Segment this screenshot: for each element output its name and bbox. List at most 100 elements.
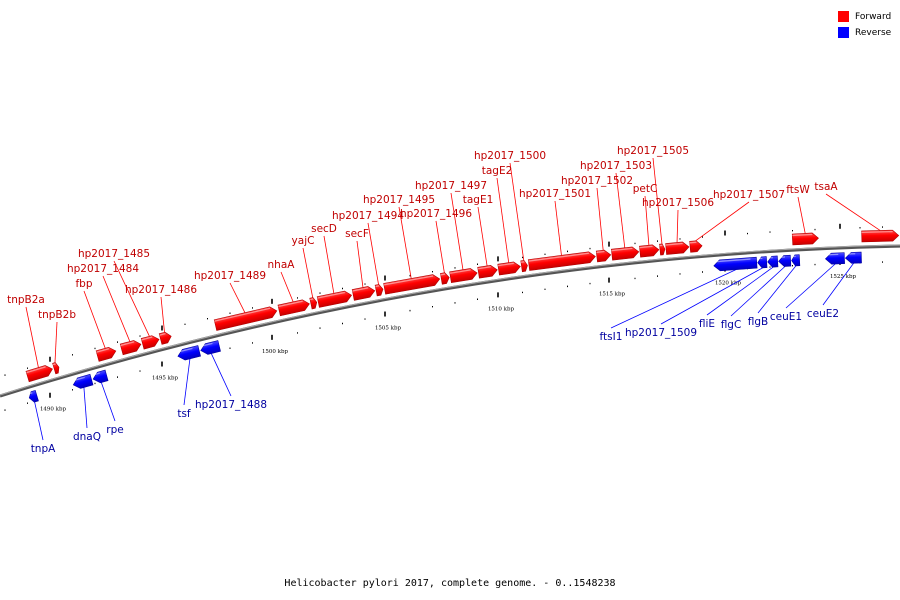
gene-label-hp2017-1502: hp2017_1502 <box>561 175 633 187</box>
gene-ceue1[interactable] <box>824 252 845 265</box>
gene-label-hp2017-1506: hp2017_1506 <box>642 197 714 209</box>
leader-hp2017-1496 <box>435 220 445 273</box>
gene-hp2017-1486[interactable] <box>158 331 172 345</box>
gene-hp2017-1506[interactable] <box>665 241 690 255</box>
gene-label-ftsw: ftsW <box>786 184 810 196</box>
leader-ftsw <box>797 196 806 234</box>
gene-label-tsaa: tsaA <box>814 181 838 193</box>
gene-label-ceue2: ceuE2 <box>807 308 839 320</box>
leader-tnpa <box>34 401 44 441</box>
gene-fbp[interactable] <box>95 346 117 362</box>
gene-hp2017-1503[interactable] <box>611 246 640 261</box>
leader-flgb <box>757 265 797 314</box>
gene-hp2017-1509[interactable] <box>757 256 768 269</box>
forward-swatch <box>838 11 849 22</box>
gene-yajc[interactable] <box>309 297 318 310</box>
gene-label-hp2017-1496: hp2017_1496 <box>400 208 472 220</box>
gene-label-hp2017-1500: hp2017_1500 <box>474 150 546 162</box>
gene-nhaa[interactable] <box>277 299 311 317</box>
leader-dnaq <box>83 387 88 429</box>
legend: Forward Reverse <box>838 9 891 41</box>
legend-reverse: Reverse <box>838 25 891 40</box>
genome-backbone-highlight <box>0 244 900 396</box>
gene-tage1[interactable] <box>477 264 498 279</box>
gene-label-hp2017-1509: hp2017_1509 <box>625 327 697 339</box>
gene-hp2017-1496[interactable] <box>440 272 450 285</box>
gene-label-hp2017-1488: hp2017_1488 <box>195 399 267 411</box>
gene-hp2017-1484[interactable] <box>119 339 142 356</box>
leader-hp2017-1495 <box>398 206 412 279</box>
leader-tsaa <box>825 193 881 231</box>
scale-tick-label: 1520 kbp <box>715 280 742 286</box>
gene-label-yajc: yajC <box>292 235 315 247</box>
gene-label-dnaq: dnaQ <box>73 431 101 443</box>
scale-tick-label: 1500 kbp <box>262 349 289 355</box>
leader-tnpb2a <box>25 306 39 368</box>
leader-hp2017-1497 <box>450 192 464 270</box>
legend-forward: Forward <box>838 9 891 24</box>
gene-secf[interactable] <box>351 285 376 301</box>
gene-ftsw[interactable] <box>791 232 819 246</box>
leader-hp2017-1503 <box>615 172 626 248</box>
leader-petc <box>644 195 650 246</box>
gene-secd[interactable] <box>316 290 353 308</box>
gene-label-tsf: tsf <box>177 408 191 420</box>
leader-hp2017-1485 <box>113 260 150 337</box>
leader-nhaa <box>280 271 294 302</box>
gene-hp2017-1501[interactable] <box>527 251 596 271</box>
gene-label-hp2017-1495: hp2017_1495 <box>363 194 435 206</box>
gene-label-hp2017-1505: hp2017_1505 <box>617 145 689 157</box>
gene-hp2017-1488[interactable] <box>199 340 221 356</box>
leader-hp2017-1502 <box>596 187 604 251</box>
leader-hp2017-1505 <box>652 157 663 244</box>
gene-tsaa[interactable] <box>861 229 900 243</box>
scale-tick-label: 1510 kbp <box>488 306 515 312</box>
scale-tick-label: 1515 kbp <box>599 292 626 298</box>
gene-label-hp2017-1485: hp2017_1485 <box>78 248 150 260</box>
leader-secd <box>323 235 335 294</box>
gene-hp2017-1502[interactable] <box>595 249 612 263</box>
gene-hp2017-1495[interactable] <box>383 274 441 295</box>
gene-tnpb2b[interactable] <box>52 362 61 375</box>
gene-label-flgc: flgC <box>721 319 742 331</box>
gene-petc[interactable] <box>639 244 660 258</box>
leader-ftsi1 <box>610 269 736 329</box>
gene-hp2017-1497[interactable] <box>449 268 478 284</box>
gene-label-petc: petC <box>633 183 658 195</box>
gene-hp2017-1500[interactable] <box>520 260 528 273</box>
gene-label-hp2017-1489: hp2017_1489 <box>194 270 266 282</box>
gene-label-tage2: tagE2 <box>482 165 513 177</box>
gene-label-hp2017-1484: hp2017_1484 <box>67 263 139 275</box>
genome-backbone <box>0 244 900 398</box>
gene-dnaq[interactable] <box>71 373 94 390</box>
gene-label-hp2017-1503: hp2017_1503 <box>580 160 652 172</box>
gene-hp2017-1505[interactable] <box>659 243 666 256</box>
gene-hp2017-1489[interactable] <box>213 305 278 331</box>
gene-tnpb2a[interactable] <box>25 364 54 383</box>
leader-yajc <box>302 247 314 298</box>
gene-label-secf: secF <box>345 228 369 240</box>
gene-label-ftsi1: ftsI1 <box>600 331 623 343</box>
gene-rpe[interactable] <box>91 369 109 384</box>
leader-hp2017-1506 <box>676 209 679 243</box>
gene-flie[interactable] <box>767 255 779 268</box>
leader-hp2017-1488 <box>210 353 232 397</box>
gene-tsf[interactable] <box>176 345 201 362</box>
leader-flie <box>706 266 774 316</box>
gene-ceue2[interactable] <box>844 251 862 264</box>
gene-tage2[interactable] <box>497 261 521 276</box>
gene-label-tnpa: tnpA <box>31 443 56 455</box>
gene-flgc[interactable] <box>778 254 792 267</box>
gene-flgb[interactable] <box>791 254 801 267</box>
gene-ftsi1[interactable] <box>713 256 758 272</box>
leader-fbp <box>83 290 106 349</box>
leader-hp2017-1507 <box>695 201 750 242</box>
gene-label-flgb: flgB <box>748 316 768 328</box>
leader-hp2017-1500 <box>509 162 525 261</box>
gene-hp2017-1485[interactable] <box>140 334 160 350</box>
gene-label-tnpb2a: tnpB2a <box>7 294 45 306</box>
gene-tnpa[interactable] <box>27 389 39 403</box>
gene-label-secd: secD <box>311 223 337 235</box>
gene-hp2017-1494[interactable] <box>374 284 384 297</box>
gene-hp2017-1507[interactable] <box>689 240 703 253</box>
